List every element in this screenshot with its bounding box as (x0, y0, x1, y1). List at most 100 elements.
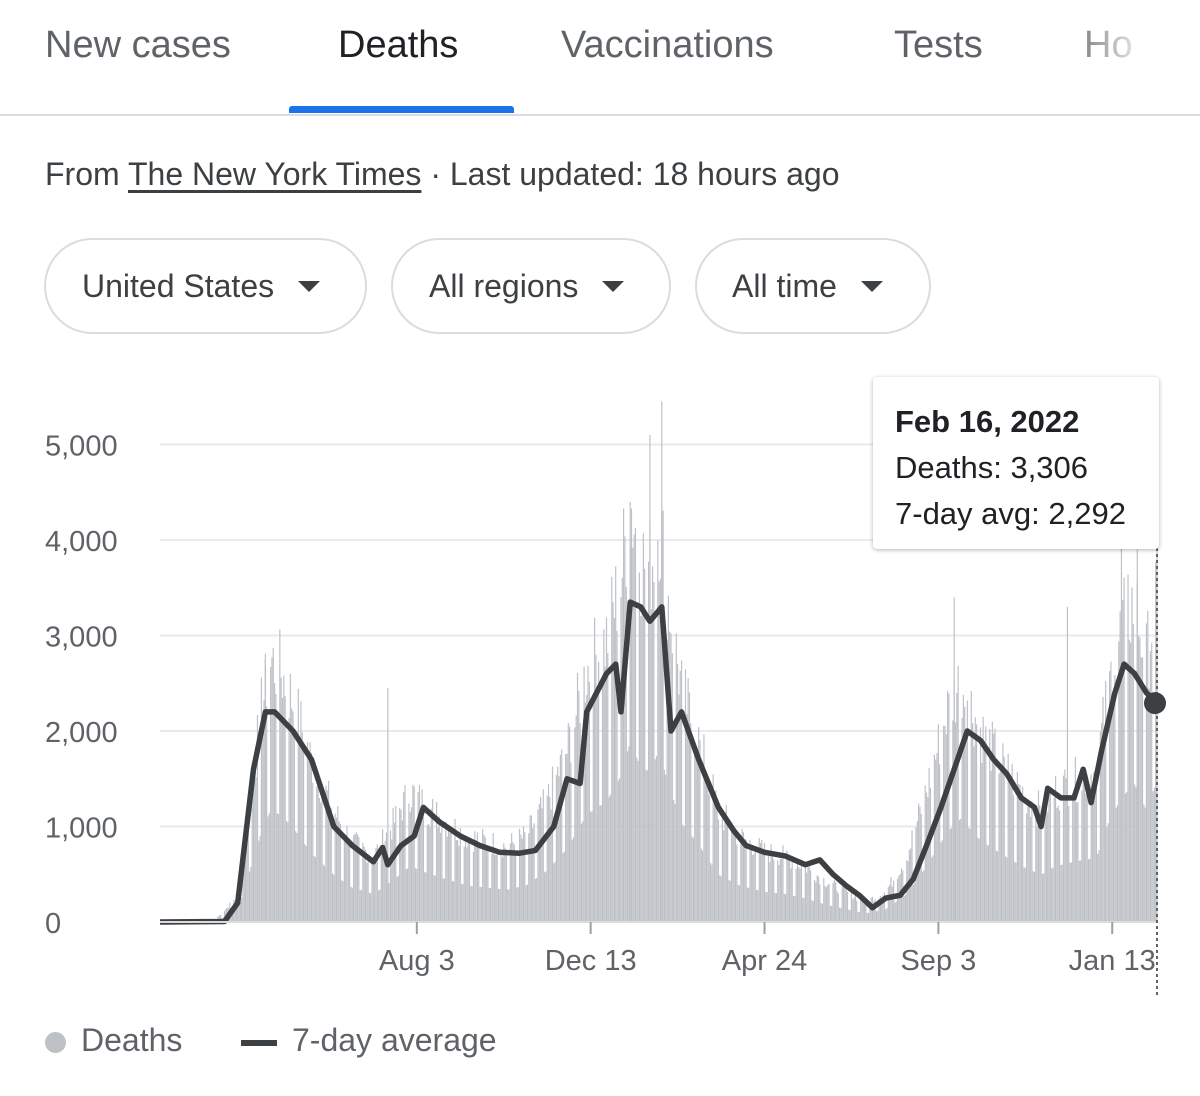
death-bar (1122, 600, 1124, 922)
death-bar (451, 881, 453, 922)
death-bar (268, 813, 270, 922)
death-bar (990, 770, 992, 922)
death-bar (1056, 808, 1058, 922)
death-bar (1108, 671, 1111, 922)
death-bar (421, 789, 423, 922)
death-bar (1099, 731, 1101, 922)
death-bar (604, 666, 606, 922)
death-bar (404, 785, 406, 922)
death-bar (961, 717, 963, 922)
death-bar (852, 899, 854, 922)
death-bar (832, 882, 834, 922)
death-bar (673, 799, 675, 922)
death-bar (1035, 815, 1037, 922)
death-bar (1093, 772, 1095, 922)
death-bar (803, 898, 805, 922)
death-bar (1097, 853, 1099, 922)
death-bar (691, 836, 693, 922)
tab-tests[interactable]: Tests (894, 24, 983, 66)
death-bar (354, 833, 356, 922)
death-bar (509, 843, 511, 922)
death-bar (865, 901, 867, 922)
death-bar (790, 868, 792, 922)
x-tick-label: Aug 3 (379, 945, 455, 977)
death-bar (1140, 657, 1142, 922)
death-bar (845, 889, 847, 922)
death-bar (987, 845, 990, 922)
tab-deaths[interactable]: Deaths (338, 24, 459, 66)
region-filter[interactable]: All regions (391, 238, 671, 334)
death-bar (991, 721, 993, 922)
death-bar (409, 811, 411, 922)
death-bar (985, 726, 987, 922)
death-bar (648, 561, 650, 922)
death-bar (690, 723, 692, 922)
death-bar (333, 874, 335, 922)
death-bar (603, 629, 605, 922)
death-bar (932, 855, 934, 922)
death-bar (665, 774, 667, 922)
death-bar (455, 840, 457, 922)
death-bar (391, 839, 393, 922)
tab-vaccinations[interactable]: Vaccinations (561, 24, 774, 66)
death-bar (219, 915, 222, 922)
death-bar (445, 821, 447, 922)
death-bar (783, 893, 785, 922)
death-bar (954, 722, 957, 922)
death-bar (329, 809, 331, 922)
death-bar (399, 807, 401, 922)
death-bar (781, 858, 783, 922)
death-bar (518, 828, 521, 922)
death-bar (1080, 860, 1082, 922)
deaths-chart[interactable]: 0 1,000 2,000 3,000 4,000 5,000 Aug 3 Dec 13 Apr… (0, 0, 1200, 1000)
death-bar (525, 885, 527, 922)
death-bar (1107, 823, 1109, 922)
tab-new-cases[interactable]: New cases (45, 24, 231, 66)
death-bar (1130, 642, 1132, 922)
death-bar (534, 878, 536, 922)
death-bar (1016, 771, 1018, 922)
death-bar (1032, 871, 1034, 922)
death-bar (1007, 753, 1009, 922)
death-bar (545, 871, 547, 922)
death-bar (775, 893, 777, 922)
death-bar (677, 663, 679, 922)
death-bar (326, 790, 328, 922)
death-bar (804, 865, 806, 922)
y-tick-label: 3,000 (45, 622, 118, 654)
death-bar (640, 616, 642, 922)
death-bar (237, 894, 239, 922)
death-bar (517, 887, 519, 922)
death-bar (674, 803, 676, 922)
death-bar (508, 889, 510, 922)
death-bar (356, 834, 359, 922)
death-bar (359, 890, 361, 922)
death-bar (786, 850, 788, 922)
death-bar (520, 834, 522, 922)
death-bar (1102, 696, 1104, 922)
death-bar (302, 751, 305, 922)
death-bar (766, 892, 768, 922)
death-bar (297, 688, 299, 922)
death-bar (711, 864, 713, 922)
death-bar (956, 692, 958, 922)
time-filter[interactable]: All time (695, 238, 931, 334)
death-bar (454, 818, 456, 922)
death-bar (486, 847, 488, 922)
death-bar (927, 797, 929, 922)
death-bar (1058, 810, 1061, 922)
axes: 0 1,000 2,000 3,000 4,000 5,000 Aug 3 Dec 13 Apr… (45, 431, 1157, 977)
death-bar (566, 753, 568, 922)
death-bar (396, 876, 398, 922)
death-bar (1151, 642, 1153, 922)
death-bar (472, 851, 475, 922)
death-bar (287, 822, 289, 922)
source-link[interactable]: The New York Times (127, 156, 422, 192)
death-bar (749, 839, 751, 922)
death-bar (998, 773, 1000, 922)
death-bar (792, 895, 795, 922)
death-bar (707, 782, 709, 922)
legend-average-label: 7-day average (292, 1022, 497, 1058)
death-bar (505, 849, 507, 922)
country-filter[interactable]: United States (44, 238, 367, 334)
